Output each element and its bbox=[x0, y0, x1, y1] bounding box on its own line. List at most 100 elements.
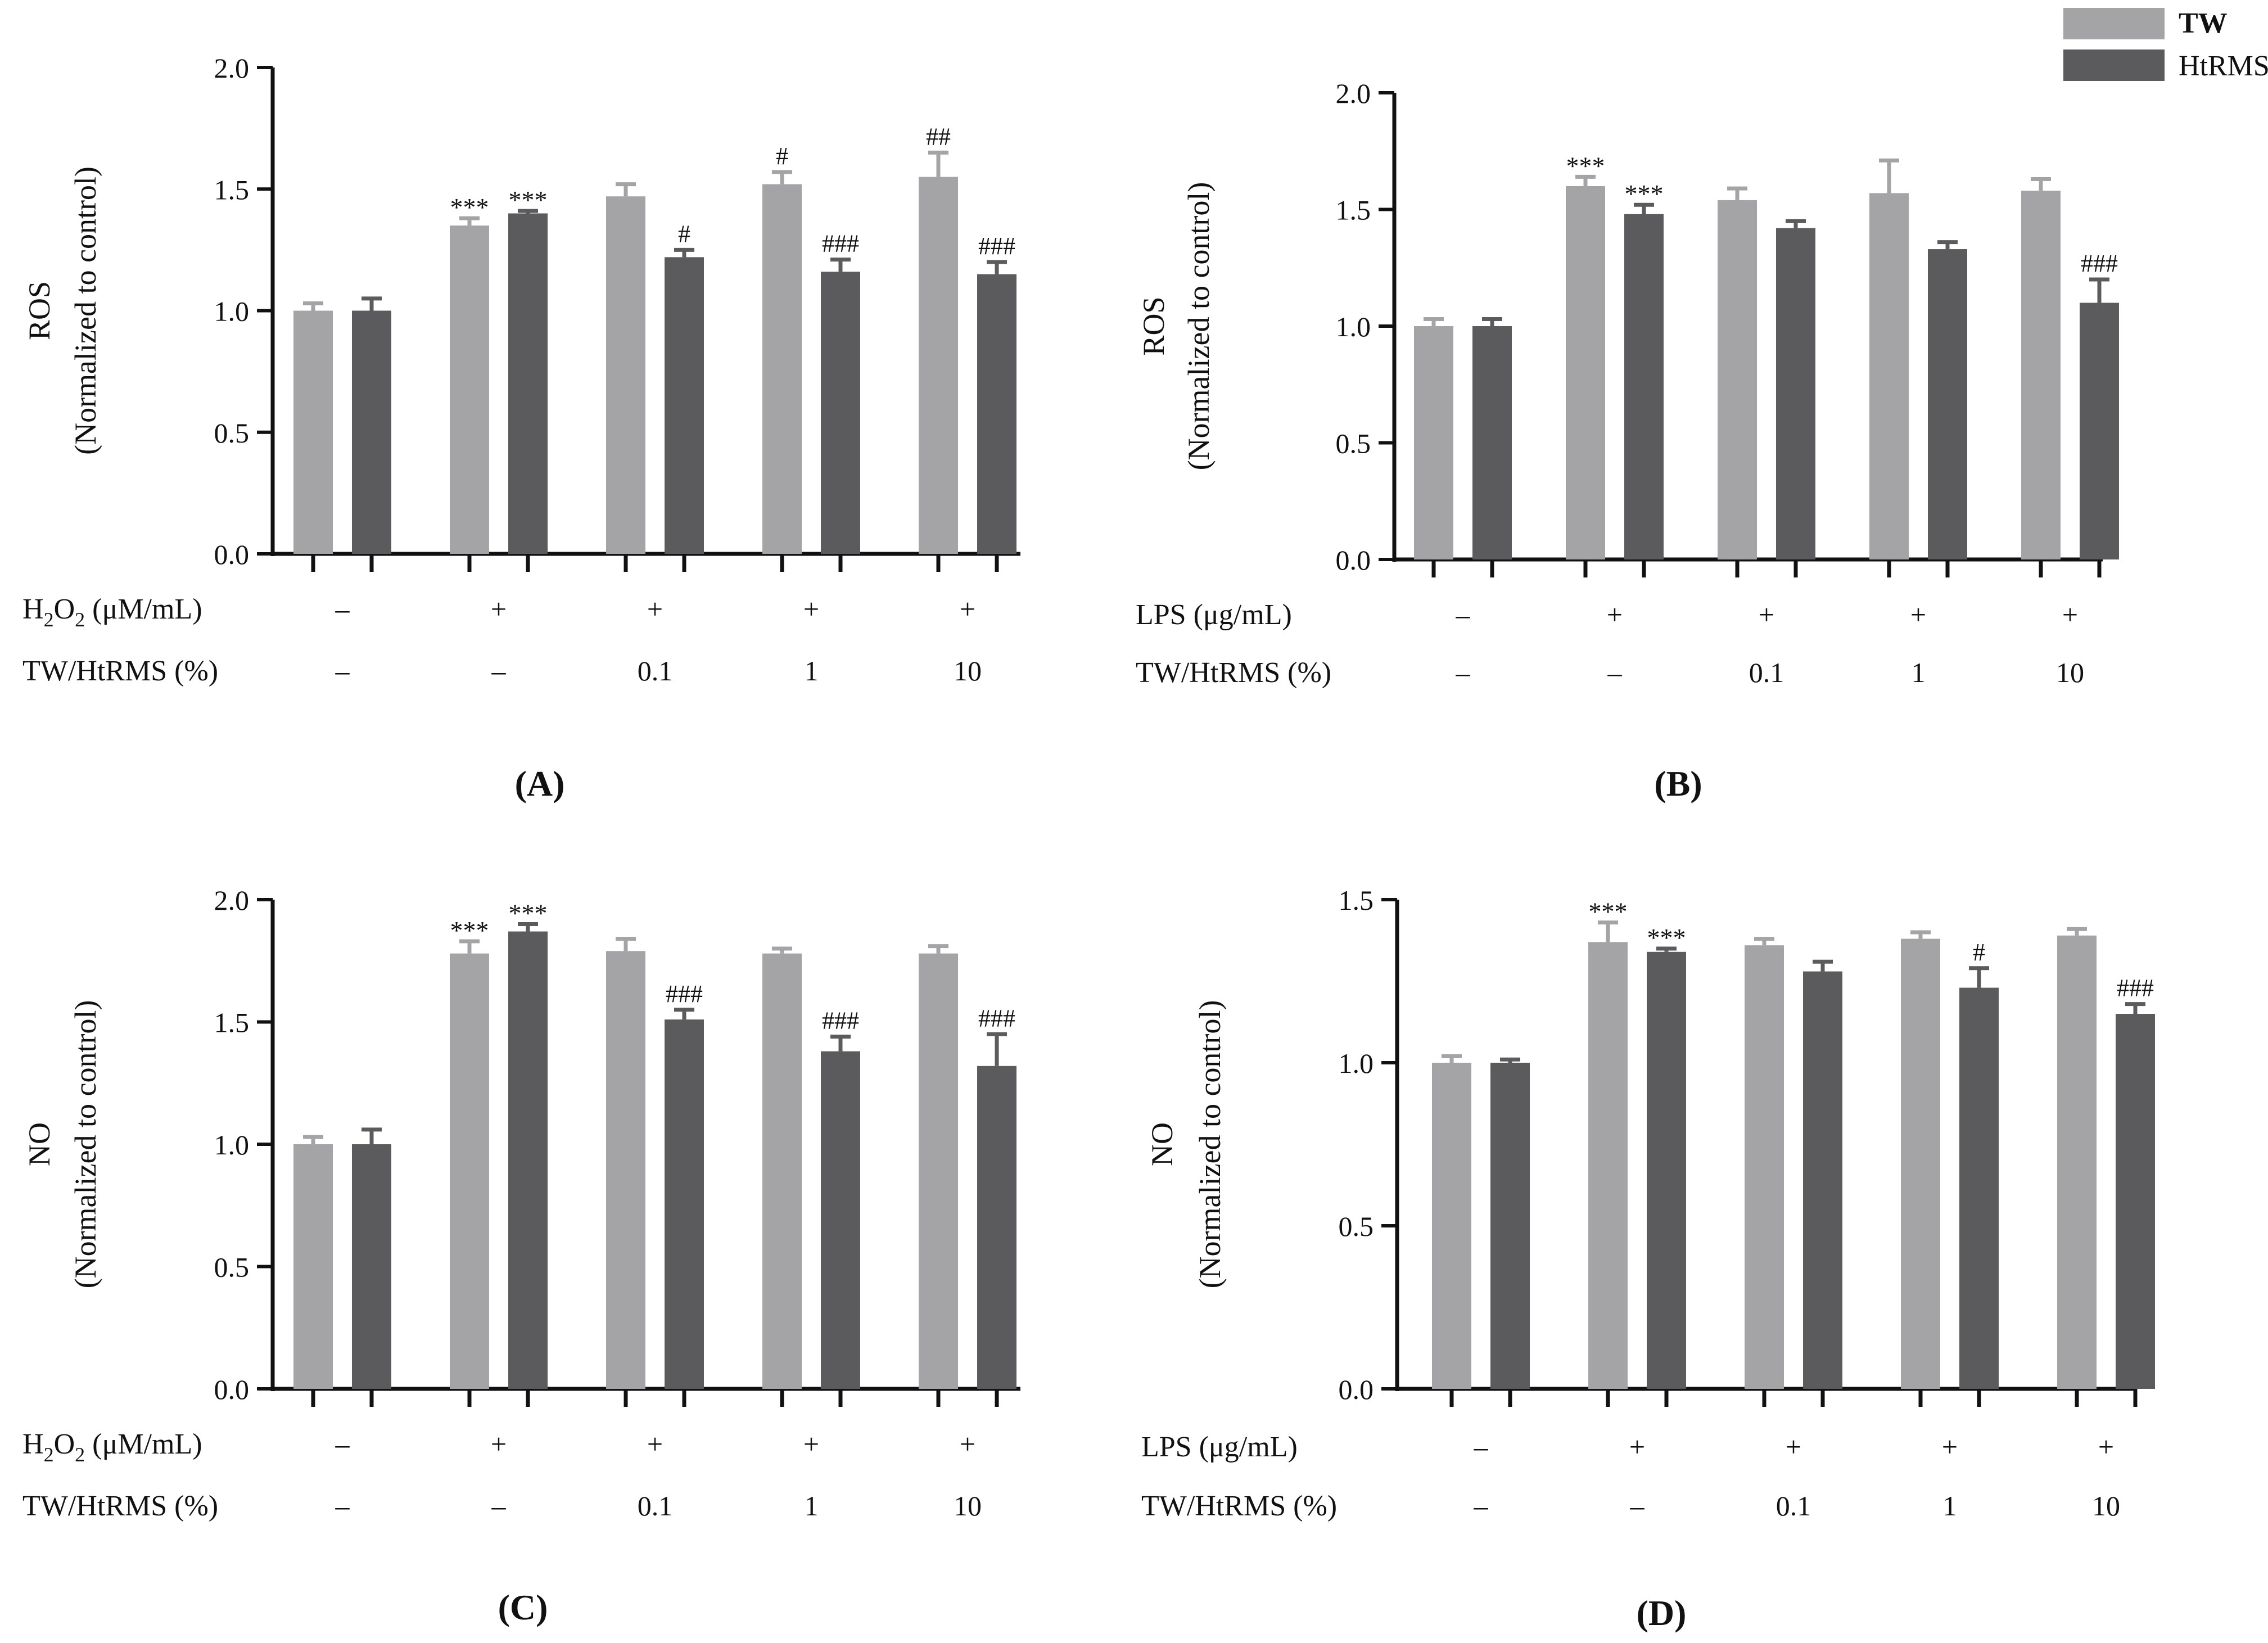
row2-value: – bbox=[1456, 657, 1471, 688]
bar-htrms bbox=[1803, 971, 1842, 1389]
row1-value: + bbox=[2062, 599, 2078, 630]
row2-value: 10 bbox=[2092, 1490, 2120, 1522]
row1-value: + bbox=[960, 593, 975, 625]
bar-htrms bbox=[1647, 951, 1686, 1389]
y-tick-label: 1.5 bbox=[214, 174, 250, 205]
row1-value: + bbox=[1607, 599, 1623, 630]
significance-stars: *** bbox=[509, 186, 548, 214]
significance-stars: *** bbox=[450, 193, 489, 222]
row2-value: 10 bbox=[2056, 657, 2084, 688]
y-tick-label: 0.5 bbox=[214, 1252, 250, 1283]
significance-stars: *** bbox=[509, 899, 548, 928]
row2-value: 1 bbox=[1912, 657, 1926, 688]
bar-htrms bbox=[1490, 1063, 1530, 1389]
bar-htrms bbox=[352, 1144, 391, 1389]
row2-value: – bbox=[1474, 1490, 1489, 1522]
row1-value: – bbox=[335, 593, 350, 625]
row1-value: – bbox=[335, 1428, 350, 1460]
significance-stars: *** bbox=[1625, 179, 1664, 208]
y-tick-label: 2.0 bbox=[214, 52, 250, 84]
row1-label: LPS (μg/mL) bbox=[1136, 599, 1292, 631]
y-tick-label: 1.0 bbox=[214, 1129, 250, 1161]
legend-swatch-htrms bbox=[2063, 49, 2165, 81]
row1-label: LPS (μg/mL) bbox=[1141, 1431, 1298, 1463]
row2-value: 1 bbox=[1943, 1490, 1957, 1522]
bar-tw bbox=[1745, 945, 1784, 1389]
row1-value: + bbox=[1786, 1431, 1801, 1463]
row2-label: TW/HtRMS (%) bbox=[1136, 657, 1331, 689]
bar-tw bbox=[1432, 1063, 1471, 1389]
y-tick-label: 0.0 bbox=[1336, 544, 1371, 576]
significance-hash: ### bbox=[2117, 974, 2154, 1002]
bar-htrms bbox=[508, 213, 548, 554]
y-axis-title: ROS bbox=[1137, 296, 1171, 355]
bar-htrms bbox=[1472, 326, 1512, 559]
y-tick-label: 1.5 bbox=[214, 1007, 250, 1039]
legend: TW HtRMS bbox=[2063, 7, 2268, 82]
panel-label: (B) bbox=[1654, 764, 1702, 804]
bar-htrms bbox=[665, 1019, 704, 1389]
bar-tw bbox=[1414, 326, 1453, 559]
bar-tw bbox=[606, 951, 645, 1389]
row2-value: – bbox=[491, 655, 507, 687]
bar-tw bbox=[762, 953, 802, 1389]
row1-label-part: O bbox=[54, 593, 75, 625]
legend-label-htrms: HtRMS bbox=[2179, 50, 2268, 82]
row1-label-part: (μM/mL) bbox=[85, 1428, 202, 1460]
row1-value: + bbox=[491, 593, 507, 625]
row1-value: + bbox=[491, 1428, 507, 1460]
row1-label-part: 2 bbox=[44, 608, 54, 631]
row1-label-part: H bbox=[22, 1428, 44, 1460]
row2-value: 0.1 bbox=[638, 1490, 673, 1522]
row1-value: – bbox=[1456, 599, 1471, 630]
row1-value: + bbox=[647, 593, 663, 625]
panel-label: (D) bbox=[1637, 1593, 1687, 1633]
bar-htrms bbox=[821, 1051, 860, 1389]
row2-value: 10 bbox=[954, 1490, 982, 1522]
row1-value: – bbox=[1474, 1431, 1489, 1463]
row1-value: + bbox=[2098, 1431, 2114, 1463]
bar-tw bbox=[293, 310, 333, 554]
y-tick-label: 0.5 bbox=[1339, 1211, 1374, 1242]
significance-stars: *** bbox=[1566, 151, 1605, 180]
y-tick-label: 1.0 bbox=[1336, 311, 1371, 342]
bar-tw bbox=[1901, 938, 1940, 1389]
panel-a: 0.0 0.5 1.0 1.5 2.0 ROS (Normalized to control… bbox=[22, 52, 1020, 804]
significance-hash: ### bbox=[978, 1004, 1015, 1032]
row2-value: 0.1 bbox=[1776, 1490, 1811, 1522]
significance-stars: *** bbox=[450, 916, 489, 945]
significance-hash: ### bbox=[822, 1007, 859, 1035]
row1-label-part: 2 bbox=[75, 608, 85, 631]
row1-value: + bbox=[1942, 1431, 1958, 1463]
y-tick-label: 0.0 bbox=[214, 539, 250, 570]
bar-htrms bbox=[508, 931, 548, 1389]
significance-hash: ### bbox=[822, 230, 859, 258]
y-tick-label: 1.0 bbox=[214, 296, 250, 327]
significance-stars: *** bbox=[1647, 923, 1686, 952]
significance-hash: ### bbox=[666, 980, 703, 1008]
y-axis-title: NO bbox=[1145, 1122, 1179, 1166]
bar-tw bbox=[919, 177, 958, 554]
bar-tw bbox=[1566, 186, 1605, 559]
bar-htrms bbox=[2080, 303, 2119, 559]
y-axis-subtitle: (Normalized to control) bbox=[69, 1000, 102, 1289]
row2-value: 0.1 bbox=[638, 655, 673, 687]
bar-htrms bbox=[2116, 1014, 2155, 1389]
row2-value: 0.1 bbox=[1749, 657, 1784, 688]
panel-c: 0.0 0.5 1.0 1.5 2.0 NO (Normalized to control)… bbox=[22, 884, 1020, 1627]
bar-tw bbox=[1718, 200, 1757, 559]
bar-htrms bbox=[821, 272, 860, 554]
y-tick-label: 1.5 bbox=[1336, 195, 1371, 226]
row2-value: – bbox=[335, 1490, 350, 1522]
panel-label: (A) bbox=[515, 764, 565, 804]
bar-tw bbox=[293, 1144, 333, 1389]
row1-label: H2O2 (μM/mL) bbox=[22, 1428, 202, 1466]
row2-value: – bbox=[1630, 1490, 1645, 1522]
row1-value: + bbox=[1910, 599, 1926, 630]
bar-htrms bbox=[665, 257, 704, 554]
significance-hash: # bbox=[776, 142, 788, 170]
bar-tw bbox=[919, 953, 958, 1389]
bar-tw bbox=[1869, 193, 1909, 559]
row1-label-part: (μM/mL) bbox=[85, 593, 202, 625]
significance-hash: ## bbox=[926, 123, 951, 150]
